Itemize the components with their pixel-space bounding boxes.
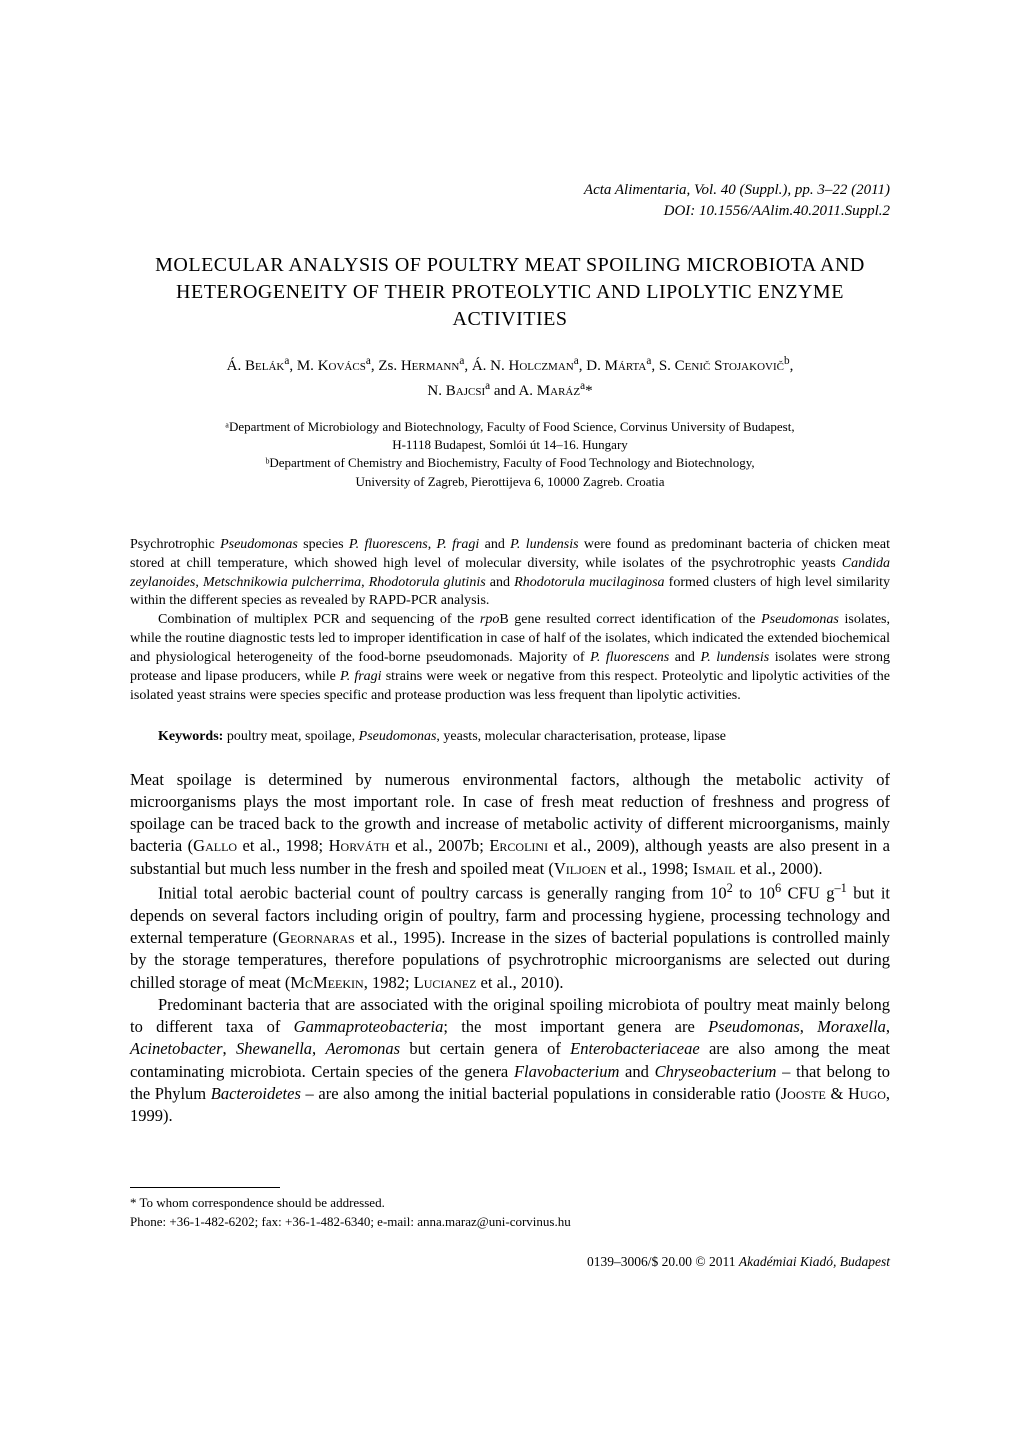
body-paragraph-3: Predominant bacteria that are associated… xyxy=(130,994,890,1128)
body-paragraph-1: Meat spoilage is determined by numerous … xyxy=(130,769,890,880)
affiliation-a-line2: H-1118 Budapest, Somlói út 14–16. Hungar… xyxy=(130,436,890,454)
authors-line-2: N. Bajcsia and A. Maráza* xyxy=(130,378,890,403)
abstract-paragraph-1: Psychrotrophic Pseudomonas species P. fl… xyxy=(130,536,890,612)
footnote-block: * To whom correspondence should be addre… xyxy=(130,1194,890,1230)
footnote-divider xyxy=(130,1187,280,1188)
body-paragraph-2: Initial total aerobic bacterial count of… xyxy=(130,880,890,994)
keywords-line: Keywords: poultry meat, spoilage, Pseudo… xyxy=(130,728,890,747)
affiliation-a-line1: ᵃDepartment of Microbiology and Biotechn… xyxy=(130,418,890,436)
footnote-contact: Phone: +36-1-482-6202; fax: +36-1-482-63… xyxy=(130,1213,890,1231)
body-text-block: Meat spoilage is determined by numerous … xyxy=(130,769,890,1128)
affiliations-block: ᵃDepartment of Microbiology and Biotechn… xyxy=(130,418,890,491)
copyright-line: 0139–3006/$ 20.00 © 2011 Akadémiai Kiadó… xyxy=(130,1253,890,1271)
footnote-correspondence: * To whom correspondence should be addre… xyxy=(130,1194,890,1212)
paper-title: MOLECULAR ANALYSIS OF POULTRY MEAT SPOIL… xyxy=(130,252,890,333)
affiliation-b-line1: ᵇDepartment of Chemistry and Biochemistr… xyxy=(130,454,890,472)
journal-reference: Acta Alimentaria, Vol. 40 (Suppl.), pp. … xyxy=(130,180,890,222)
abstract-block: Psychrotrophic Pseudomonas species P. fl… xyxy=(130,536,890,706)
affiliation-b-line2: University of Zagreb, Pierottijeva 6, 10… xyxy=(130,473,890,491)
authors-line-1: Á. Beláka, M. Kovácsa, Zs. Hermanna, Á. … xyxy=(130,353,890,378)
journal-citation: Acta Alimentaria, Vol. 40 (Suppl.), pp. … xyxy=(130,180,890,201)
journal-doi: DOI: 10.1556/AAlim.40.2011.Suppl.2 xyxy=(130,201,890,222)
abstract-paragraph-2: Combination of multiplex PCR and sequenc… xyxy=(130,611,890,705)
authors-block: Á. Beláka, M. Kovácsa, Zs. Hermanna, Á. … xyxy=(130,353,890,402)
